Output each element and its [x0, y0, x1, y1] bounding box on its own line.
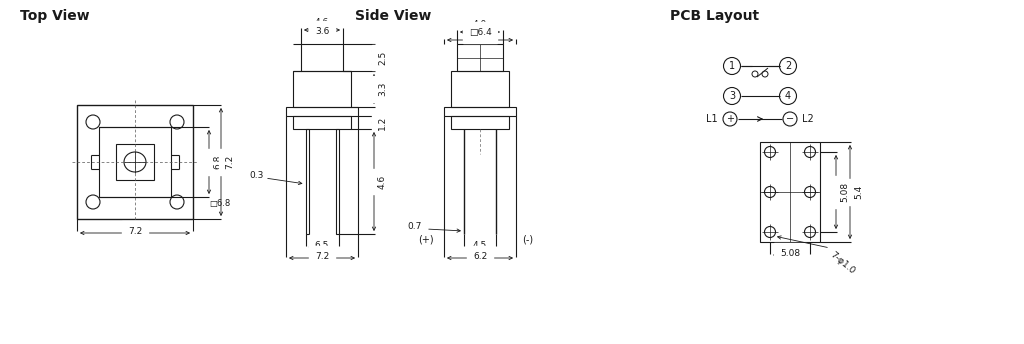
- Text: L1: L1: [707, 114, 718, 124]
- Text: 3: 3: [729, 91, 735, 101]
- Text: PCB Layout: PCB Layout: [670, 9, 759, 23]
- Text: 7.2: 7.2: [225, 155, 234, 169]
- Bar: [444, 107, 516, 116]
- Text: 2.5: 2.5: [378, 50, 387, 65]
- Text: 2: 2: [784, 61, 792, 71]
- Text: 0.7: 0.7: [408, 222, 422, 231]
- Bar: [286, 107, 358, 116]
- Text: 4.5: 4.5: [473, 241, 487, 250]
- Bar: [77, 105, 193, 219]
- Text: 4.6: 4.6: [314, 18, 329, 27]
- Text: (-): (-): [522, 234, 534, 244]
- Text: 3.6: 3.6: [314, 27, 329, 36]
- Text: □6.4: □6.4: [469, 28, 492, 37]
- Text: 1.2: 1.2: [378, 115, 387, 130]
- Text: 5.4: 5.4: [854, 185, 863, 199]
- Bar: [760, 142, 820, 242]
- Text: 4.6: 4.6: [378, 174, 387, 189]
- Text: +: +: [726, 114, 734, 124]
- Bar: [336, 129, 339, 234]
- Text: −: −: [786, 114, 794, 124]
- Text: 5.08: 5.08: [780, 249, 800, 258]
- Text: 6.5: 6.5: [314, 241, 329, 250]
- Bar: [301, 44, 343, 71]
- Text: (+): (+): [418, 234, 434, 244]
- Bar: [451, 71, 509, 107]
- Text: 4.0: 4.0: [473, 20, 487, 29]
- Text: 7.2: 7.2: [128, 227, 142, 236]
- Bar: [293, 71, 351, 107]
- Bar: [293, 116, 351, 129]
- Text: Side View: Side View: [355, 9, 431, 23]
- Text: 6.8: 6.8: [213, 155, 222, 169]
- Bar: [451, 116, 509, 129]
- Text: □6.8: □6.8: [209, 199, 230, 208]
- Text: 5.08: 5.08: [840, 182, 849, 202]
- Text: 4: 4: [785, 91, 792, 101]
- Text: 0.3: 0.3: [250, 172, 264, 181]
- Bar: [99, 127, 171, 197]
- Text: Top View: Top View: [20, 9, 90, 23]
- Text: 1: 1: [729, 61, 735, 71]
- Bar: [116, 144, 154, 180]
- Text: 7-φ1.0: 7-φ1.0: [828, 250, 856, 276]
- Text: L2: L2: [802, 114, 814, 124]
- Bar: [457, 44, 503, 71]
- Text: 7.2: 7.2: [314, 252, 329, 261]
- Text: 3.3: 3.3: [378, 82, 387, 96]
- Bar: [305, 129, 308, 234]
- Text: 6.2: 6.2: [473, 252, 487, 261]
